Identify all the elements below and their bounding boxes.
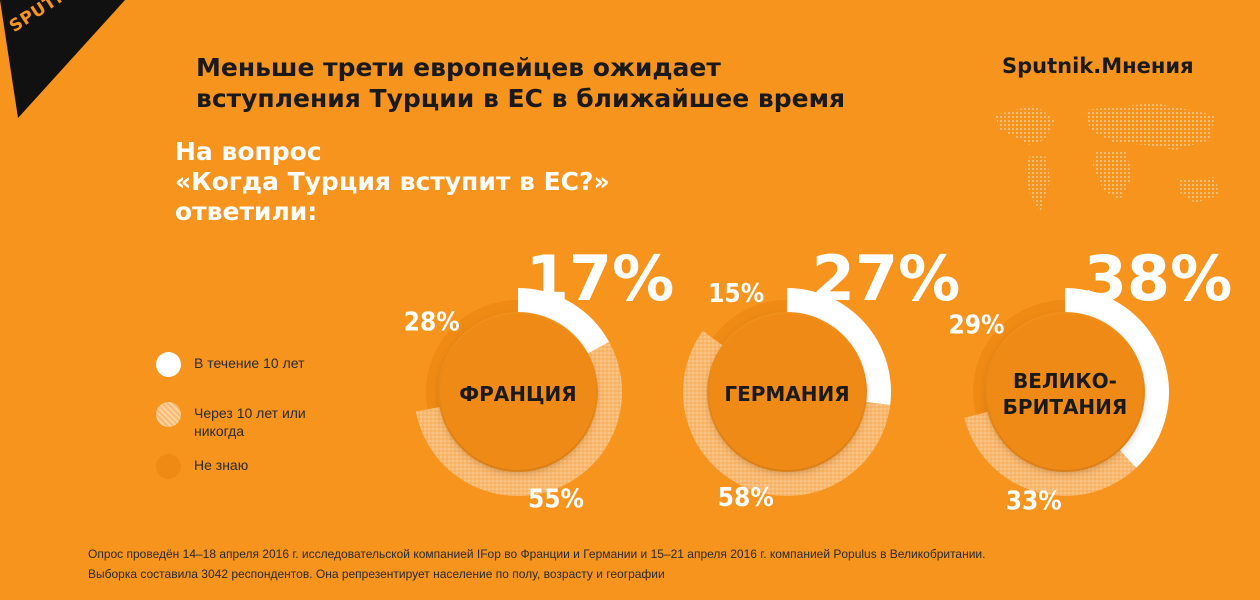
donut-slice [682,330,891,497]
slice-label: 29% [949,310,1005,340]
title-line-1: Меньше трети европейцев ожидает [196,53,721,82]
footnote-line-1: Опрос проведён 14–18 апреля 2016 г. иссл… [88,547,986,561]
legend-label: Не знаю [194,457,249,473]
sputnik-logo: SPUTNIK [0,0,125,118]
legend-swatch [156,402,181,427]
slice-label: 15% [708,279,764,309]
donut-slice [787,288,891,406]
country-label: ГЕРМАНИЯ [724,382,849,406]
primary-value-label: 27% [812,242,960,315]
donut-slice [426,300,518,410]
donut-slice [415,341,623,497]
footnote: Опрос проведён 14–18 апреля 2016 г. иссл… [88,544,1238,584]
brand-label: Sputnik.Мнения [1002,54,1194,78]
title-line-2: вступления Турции в ЕС в ближайшее время [196,84,846,113]
footnote-line-2: Выборка составила 3042 респондентов. Она… [88,567,665,581]
slice-label: 33% [1006,487,1062,517]
world-map-icon [995,103,1220,213]
primary-value-label: 38% [1084,242,1232,315]
country-label: БРИТАНИЯ [1003,395,1128,419]
legend-label: Через 10 лет или никогда [194,405,306,439]
donut-center [987,314,1143,470]
legend-swatch [156,454,181,479]
donut-center [440,314,596,470]
survey-question: На вопрос «Когда Турция вступит в ЕС?» о… [175,137,610,226]
donut-slice [518,288,610,354]
donut-slice [712,300,787,345]
primary-value-label: 17% [526,242,674,315]
slice-label: 28% [404,308,460,338]
slice-label: 58% [718,483,774,513]
donut-slice [1065,288,1169,468]
slice-label: 55% [528,484,584,514]
donut-slice [964,411,1137,496]
country-label: ВЕЛИКО- [1013,369,1117,393]
logo-triangle [0,0,125,118]
legend-swatch [156,352,181,377]
page-title: Меньше трети европейцев ожидает вступлен… [196,52,916,114]
donut-center [709,314,865,470]
country-label: ФРАНЦИЯ [459,382,576,406]
legend-label: В течение 10 лет [194,355,305,371]
donut-slice [973,300,1065,415]
